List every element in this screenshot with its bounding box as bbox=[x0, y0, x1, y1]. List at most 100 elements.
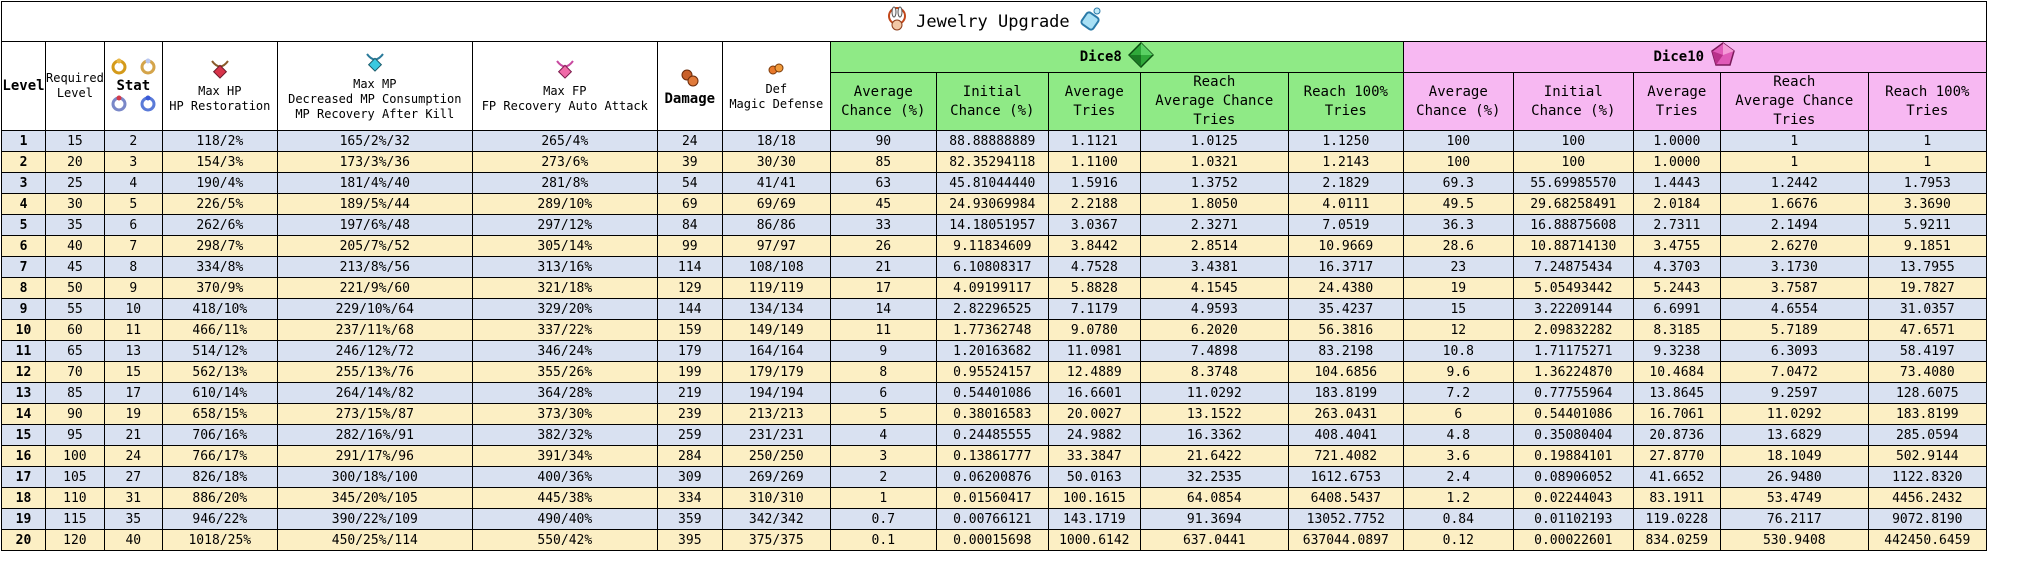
cell-stat: 40 bbox=[103, 529, 163, 551]
cell-max-hp: 658/15% bbox=[161, 403, 278, 425]
cell-dice10-reach-100-tries: 4456.2432 bbox=[1867, 487, 1987, 509]
cell-damage: 54 bbox=[656, 172, 723, 194]
cell-dice8-initial-chance: 0.24485555 bbox=[935, 424, 1049, 446]
cell-max-fp: 391/34% bbox=[471, 445, 658, 467]
cell-max-hp: 190/4% bbox=[161, 172, 278, 194]
cell-level: 5 bbox=[1, 214, 46, 236]
cell-max-fp: 297/12% bbox=[471, 214, 658, 236]
cell-dice8-initial-chance: 4.09199117 bbox=[935, 277, 1049, 299]
cell-damage: 159 bbox=[656, 319, 723, 341]
table-row: 20 120 40 1018/25% 450/25%/114 550/42% 395 375/… bbox=[1, 529, 1987, 551]
dice8-header-reach-100-tries-line: Reach 100% bbox=[1303, 83, 1388, 100]
cell-stat: 15 bbox=[103, 361, 163, 383]
cell-def: 310/310 bbox=[721, 487, 831, 509]
cell-required-level: 105 bbox=[45, 466, 105, 488]
cell-required-level: 35 bbox=[45, 214, 105, 236]
cell-max-hp: 262/6% bbox=[161, 214, 278, 236]
cell-dice10-reach-average-tries: 13.6829 bbox=[1719, 424, 1869, 446]
cell-dice10-average-tries: 119.0228 bbox=[1632, 508, 1721, 530]
cell-dice10-average-chance: 23 bbox=[1402, 256, 1514, 278]
cell-dice8-average-chance: 8 bbox=[829, 361, 937, 383]
cell-dice8-reach-100-tries: 7.0519 bbox=[1287, 214, 1404, 236]
cell-level: 11 bbox=[1, 340, 46, 362]
necklace-rabbit-icon bbox=[884, 6, 910, 37]
cell-required-level: 120 bbox=[45, 529, 105, 551]
necklace-blue-icon bbox=[1076, 5, 1104, 38]
cell-dice8-initial-chance: 0.00766121 bbox=[935, 508, 1049, 530]
cell-level: 1 bbox=[1, 130, 46, 152]
cell-dice8-average-chance: 85 bbox=[829, 151, 937, 173]
header-max-mp: Max MP Decreased MP Consumption MP Recov… bbox=[276, 41, 473, 131]
dice10-header-average-tries-line: Tries bbox=[1655, 102, 1698, 119]
cell-dice10-reach-average-tries: 3.1730 bbox=[1719, 256, 1869, 278]
cell-dice10-average-chance: 1.2 bbox=[1402, 487, 1514, 509]
table-row: 19 115 35 946/22% 390/22%/109 490/40% 359 342/3… bbox=[1, 508, 1987, 530]
cell-dice10-initial-chance: 100 bbox=[1512, 130, 1634, 152]
header-required-level: Required Level bbox=[45, 41, 105, 131]
cell-max-fp: 281/8% bbox=[471, 172, 658, 194]
cell-max-fp: 329/20% bbox=[471, 298, 658, 320]
dice8-header-average-chance-line: Average bbox=[853, 83, 913, 100]
cell-dice10-reach-100-tries: 19.7827 bbox=[1867, 277, 1987, 299]
cell-dice8-initial-chance: 0.06200876 bbox=[935, 466, 1049, 488]
cell-dice8-initial-chance: 0.13861777 bbox=[935, 445, 1049, 467]
cell-dice10-reach-100-tries: 183.8199 bbox=[1867, 403, 1987, 425]
cell-def: 179/179 bbox=[721, 361, 831, 383]
cell-dice8-initial-chance: 45.81044440 bbox=[935, 172, 1049, 194]
cell-dice8-initial-chance: 0.54401086 bbox=[935, 382, 1049, 404]
cell-dice10-reach-average-tries: 1.2442 bbox=[1719, 172, 1869, 194]
cell-required-level: 55 bbox=[45, 298, 105, 320]
cell-def: 18/18 bbox=[721, 130, 831, 152]
page-title: Jewelry Upgrade bbox=[916, 11, 1070, 32]
cell-max-fp: 265/4% bbox=[471, 130, 658, 152]
cell-dice8-reach-average-tries: 91.3694 bbox=[1139, 508, 1289, 530]
cell-level: 6 bbox=[1, 235, 46, 257]
cell-dice8-average-chance: 14 bbox=[829, 298, 937, 320]
cell-dice10-average-tries: 3.4755 bbox=[1632, 235, 1721, 257]
cell-max-hp: 226/5% bbox=[161, 193, 278, 215]
cell-dice8-average-chance: 90 bbox=[829, 130, 937, 152]
table-row: 13 85 17 610/14% 264/14%/82 364/28% 219 194/194… bbox=[1, 382, 1987, 404]
cell-dice8-average-chance: 63 bbox=[829, 172, 937, 194]
cell-max-mp: 255/13%/76 bbox=[276, 361, 473, 383]
header-max-fp: Max FP FP Recovery Auto Attack bbox=[471, 41, 658, 131]
cell-dice8-average-chance: 5 bbox=[829, 403, 937, 425]
cell-level: 20 bbox=[1, 529, 46, 551]
cell-damage: 259 bbox=[656, 424, 723, 446]
cell-dice8-reach-100-tries: 16.3717 bbox=[1287, 256, 1404, 278]
cell-dice10-reach-100-tries: 442450.6459 bbox=[1867, 529, 1987, 551]
cell-max-mp: 273/15%/87 bbox=[276, 403, 473, 425]
cell-max-mp: 300/18%/100 bbox=[276, 466, 473, 488]
cell-stat: 17 bbox=[103, 382, 163, 404]
cell-dice8-reach-average-tries: 8.3748 bbox=[1139, 361, 1289, 383]
cell-dice10-reach-average-tries: 26.9480 bbox=[1719, 466, 1869, 488]
cell-dice10-reach-average-tries: 9.2597 bbox=[1719, 382, 1869, 404]
cell-dice8-initial-chance: 88.88888889 bbox=[935, 130, 1049, 152]
cell-level: 18 bbox=[1, 487, 46, 509]
cell-dice8-reach-average-tries: 3.4381 bbox=[1139, 256, 1289, 278]
cell-max-fp: 382/32% bbox=[471, 424, 658, 446]
cell-dice10-reach-average-tries: 1.6676 bbox=[1719, 193, 1869, 215]
table-row: 12 70 15 562/13% 255/13%/76 355/26% 199 179/179… bbox=[1, 361, 1987, 383]
table-row: 1 15 2 118/2% 165/2%/32 265/4% 24 18/18 90 88.888… bbox=[1, 130, 1987, 152]
table-row: 7 45 8 334/8% 213/8%/56 313/16% 114 108/108 21 6.… bbox=[1, 256, 1987, 278]
header-dice8-label: Dice8 bbox=[1079, 49, 1122, 65]
cell-dice10-reach-average-tries: 11.0292 bbox=[1719, 403, 1869, 425]
cell-max-fp: 400/36% bbox=[471, 466, 658, 488]
cell-dice8-reach-100-tries: 263.0431 bbox=[1287, 403, 1404, 425]
cell-dice8-initial-chance: 82.35294118 bbox=[935, 151, 1049, 173]
cell-dice8-average-chance: 11 bbox=[829, 319, 937, 341]
cell-max-fp: 355/26% bbox=[471, 361, 658, 383]
cell-def: 119/119 bbox=[721, 277, 831, 299]
cell-stat: 35 bbox=[103, 508, 163, 530]
cell-level: 2 bbox=[1, 151, 46, 173]
cell-dice10-reach-100-tries: 5.9211 bbox=[1867, 214, 1987, 236]
cell-dice10-reach-100-tries: 1 bbox=[1867, 151, 1987, 173]
cell-level: 4 bbox=[1, 193, 46, 215]
cell-dice8-reach-average-tries: 7.4898 bbox=[1139, 340, 1289, 362]
necklace-red-icon bbox=[207, 60, 233, 83]
cell-level: 8 bbox=[1, 277, 46, 299]
cell-dice10-average-chance: 10.8 bbox=[1402, 340, 1514, 362]
table-row: 15 95 21 706/16% 282/16%/91 382/32% 259 231/231… bbox=[1, 424, 1987, 446]
table-row: 16 100 24 766/17% 291/17%/96 391/34% 284 250/25… bbox=[1, 445, 1987, 467]
